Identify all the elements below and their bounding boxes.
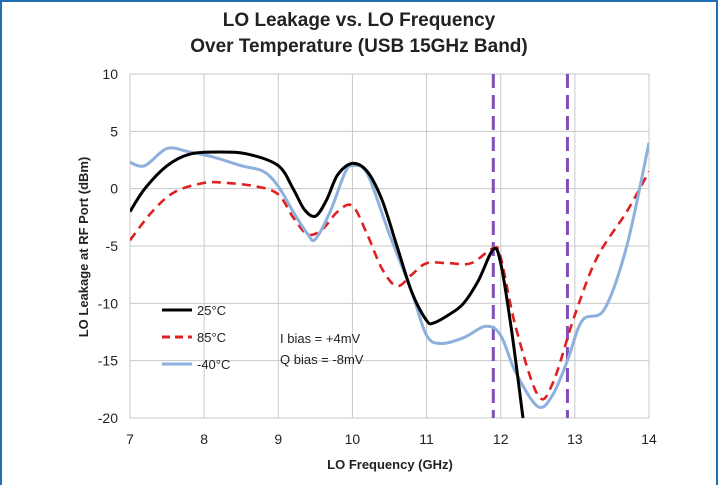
y-tick-label: 10: [102, 66, 118, 82]
y-tick-label: -10: [98, 295, 118, 311]
y-tick-label: 0: [110, 181, 118, 197]
x-axis-label: LO Frequency (GHz): [327, 457, 453, 472]
x-tick-label: 8: [200, 431, 208, 447]
series-85c-line: [130, 170, 649, 401]
legend-label-85c: 85°C: [197, 330, 226, 345]
plot-area-border: [129, 73, 650, 419]
series-25c-line: [130, 150, 525, 419]
x-tick-label: 9: [274, 431, 282, 447]
legend-label-25c: 25°C: [197, 303, 226, 318]
x-tick-label: 12: [493, 431, 509, 447]
y-tick-label: 5: [110, 123, 118, 139]
chart-title: LO Leakage vs. LO Frequency: [222, 10, 496, 31]
chart-subtitle: Over Temperature (USB 15GHz Band): [190, 36, 528, 57]
y-tick-labels: 10 5 0 -5 -10 -15 -20: [98, 66, 118, 426]
x-tick-label: 13: [567, 431, 583, 447]
x-tick-label: 7: [126, 431, 134, 447]
legend-label-minus40c: -40°C: [197, 357, 230, 372]
series-lines: [130, 142, 649, 419]
x-tick-label: 14: [641, 431, 657, 447]
series-minus40c-line: [130, 142, 649, 409]
x-tick-label: 11: [419, 431, 434, 447]
annotation-i-bias: I bias = +4mV: [280, 331, 361, 346]
x-tick-labels: 7 8 9 10 11 12 13 14: [126, 431, 657, 447]
legend: 25°C 85°C -40°C: [162, 303, 230, 372]
y-axis-label: LO Leakage at RF Port (dBm): [76, 157, 91, 338]
y-tick-label: -5: [106, 238, 119, 254]
y-tick-label: -20: [98, 410, 118, 426]
annotation-q-bias: Q bias = -8mV: [280, 352, 364, 367]
y-tick-label: -15: [98, 353, 118, 369]
grid-lines: [129, 73, 650, 419]
x-tick-label: 10: [345, 431, 361, 447]
